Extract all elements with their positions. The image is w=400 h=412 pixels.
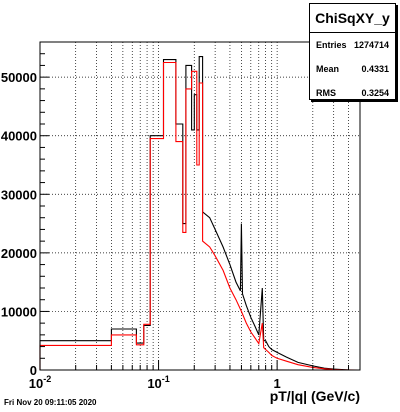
stats-row-entries: Entries 1274714 <box>310 33 395 57</box>
y-tick-label: 40000 <box>1 129 37 144</box>
stats-row-rms: RMS 0.3254 <box>310 81 395 105</box>
y-tick-label: 20000 <box>1 246 37 261</box>
series-layer <box>39 56 358 371</box>
stats-title: ChiSqXY_y <box>310 4 395 33</box>
timestamp-footer: Fri Nov 20 09:11:05 2020 <box>4 398 97 407</box>
y-tick-label: 30000 <box>1 187 37 202</box>
y-tick-label: 50000 <box>1 70 37 85</box>
stats-value-mean: 0.4331 <box>361 64 389 74</box>
stats-row-mean: Mean 0.4331 <box>310 57 395 81</box>
stats-box: ChiSqXY_y Entries 1274714 Mean 0.4331 RM… <box>309 3 396 100</box>
stats-value-entries: 1274714 <box>353 40 389 50</box>
stats-label-rms: RMS <box>316 88 336 98</box>
series-red-line <box>39 61 358 371</box>
stats-label-mean: Mean <box>316 64 340 74</box>
x-axis-title: pT/|q| (GeV/c) <box>269 388 360 404</box>
x-tick-label: 1 <box>274 376 281 391</box>
y-tick-label: 0 <box>30 363 37 378</box>
y-tick-label: 10000 <box>1 304 37 319</box>
stats-value-rms: 0.3254 <box>361 88 389 98</box>
frame-background <box>40 42 360 370</box>
x-tick-label: 10-1 <box>147 374 169 391</box>
stats-label-entries: Entries <box>316 40 347 50</box>
